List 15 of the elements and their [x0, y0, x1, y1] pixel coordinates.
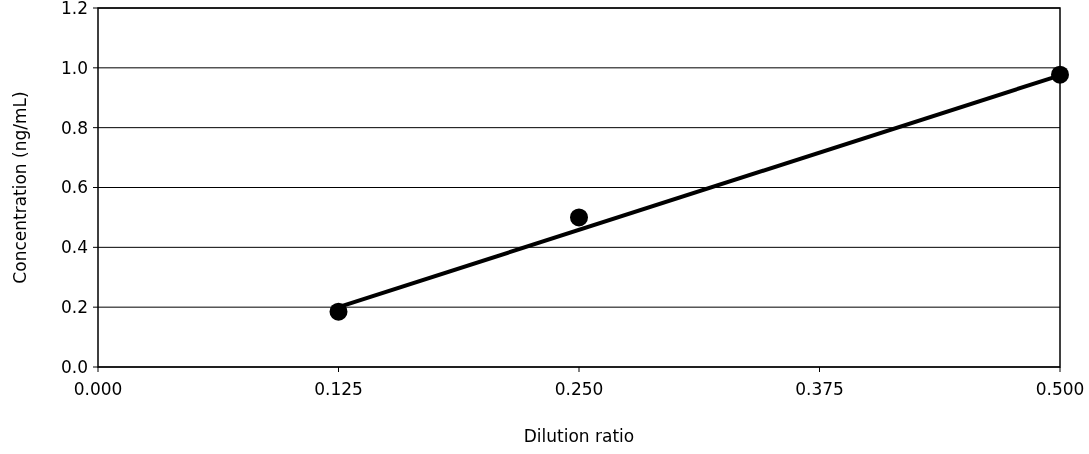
y-tick-label: 0.4	[60, 237, 88, 258]
x-tick-label: 0.375	[795, 379, 844, 399]
point	[570, 208, 588, 227]
x-tick-label: 0.250	[554, 379, 604, 399]
y-axis-title: Concentration (ng/mL)	[10, 91, 30, 284]
y-tick-label: 1.2	[60, 0, 88, 18]
x-tick-label: 0.000	[73, 379, 123, 399]
y-tick-label: 0.2	[60, 297, 88, 318]
y-tick-label: 0.0	[60, 356, 88, 377]
y-tick-label: 0.8	[60, 117, 88, 138]
x-tick-label: 0.500	[1035, 379, 1085, 399]
y-tick-label: 1.0	[60, 57, 88, 78]
x-tick-label: 0.125	[314, 379, 363, 399]
y-tick-label: 0.6	[60, 177, 88, 198]
x-axis-title: Dilution ratio	[523, 426, 635, 446]
